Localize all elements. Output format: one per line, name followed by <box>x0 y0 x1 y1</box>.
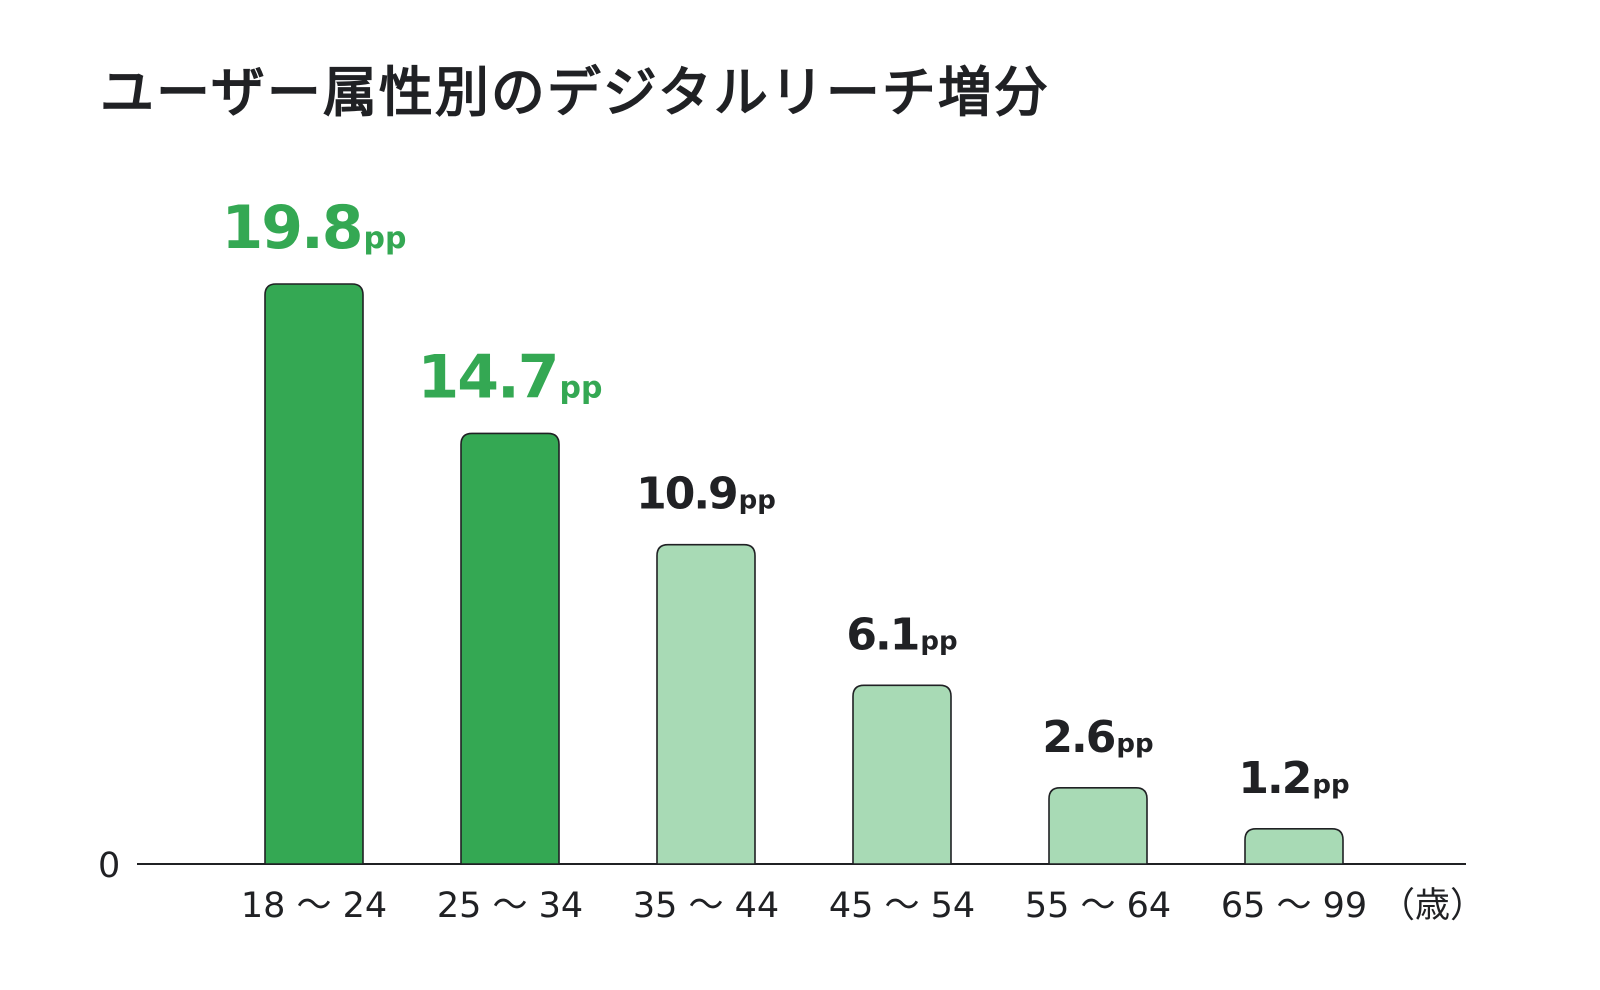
x-tick-labels-group: 18 〜 24 25 〜 34 35 〜 44 45 〜 54 55 〜 64 65 〜 … <box>241 886 1367 926</box>
value-number: 2.6 <box>1042 712 1114 763</box>
value-unit: pp <box>560 370 603 405</box>
bar-6 <box>1244 828 1344 865</box>
y-zero-label: 0 <box>98 846 120 886</box>
value-label-6: 1.2pp <box>1238 753 1349 804</box>
x-tick-label-3: 35 〜 44 <box>633 886 779 926</box>
x-tick-label-1: 18 〜 24 <box>241 886 387 926</box>
bar-1 <box>264 283 364 865</box>
value-number: 14.7 <box>418 342 558 412</box>
bars-group <box>264 283 1344 865</box>
bar-2 <box>460 432 560 865</box>
value-unit: pp <box>1116 729 1153 759</box>
bar-3 <box>656 543 756 865</box>
chart-title: ユーザー属性別のデジタルリーチ増分 <box>100 61 1050 124</box>
x-tick-label-2: 25 〜 34 <box>437 886 583 926</box>
value-label-2: 14.7pp <box>418 342 603 412</box>
x-tick-label-6: 65 〜 99 <box>1221 886 1367 926</box>
value-unit: pp <box>920 626 957 656</box>
value-number: 6.1 <box>846 609 918 660</box>
value-label-5: 2.6pp <box>1042 712 1153 763</box>
value-number: 1.2 <box>1238 753 1310 804</box>
value-label-3: 10.9pp <box>636 469 776 520</box>
x-tick-label-5: 55 〜 64 <box>1025 886 1171 926</box>
value-label-1: 19.8pp <box>222 193 407 263</box>
value-number: 10.9 <box>636 469 737 520</box>
bar-5 <box>1048 787 1148 865</box>
value-unit: pp <box>1312 770 1349 800</box>
value-number: 19.8 <box>222 193 362 263</box>
value-unit: pp <box>739 486 776 516</box>
value-unit: pp <box>364 221 407 256</box>
x-unit-label: （歳） <box>1380 886 1485 926</box>
bar-4 <box>852 684 952 865</box>
x-tick-label-4: 45 〜 54 <box>829 886 975 926</box>
value-label-4: 6.1pp <box>846 609 957 660</box>
